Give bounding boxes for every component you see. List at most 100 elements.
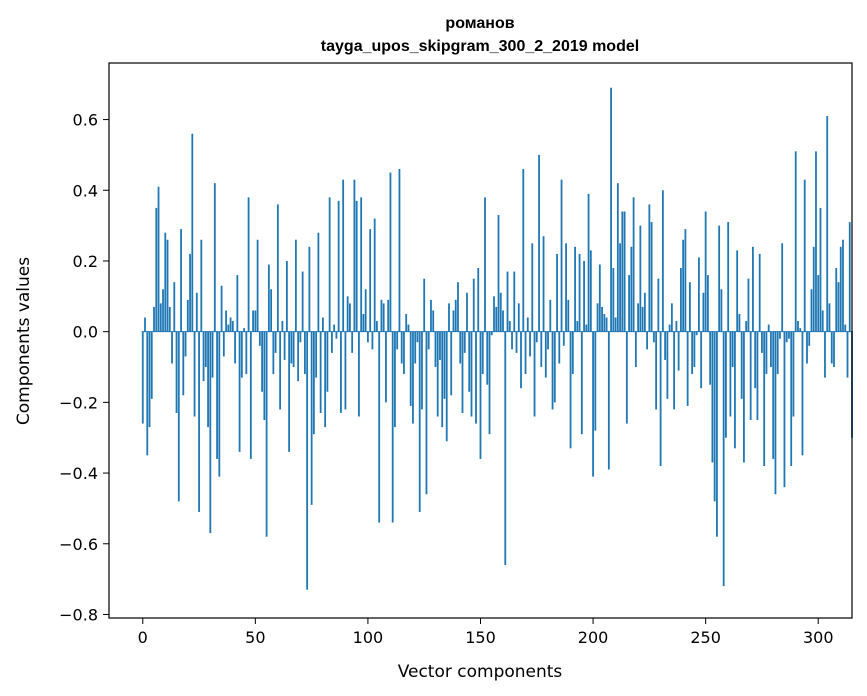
bar: [592, 331, 594, 477]
bar: [294, 239, 297, 332]
bar: [225, 310, 227, 332]
bar: [414, 331, 417, 364]
bar: [234, 331, 236, 364]
bar: [848, 222, 851, 332]
bar: [168, 306, 171, 332]
bar: [623, 211, 626, 332]
bar: [231, 321, 234, 332]
bar: [490, 331, 493, 336]
bar: [515, 331, 518, 353]
bar: [828, 303, 831, 332]
bar: [585, 324, 588, 332]
bar: [594, 331, 597, 431]
bar: [267, 264, 270, 332]
bar: [436, 331, 439, 417]
bar: [772, 331, 775, 459]
bar: [538, 154, 540, 332]
bar: [400, 331, 403, 364]
bar: [556, 253, 558, 332]
bar: [333, 324, 336, 332]
bar: [745, 321, 748, 332]
x-tick-label: 200: [578, 628, 609, 647]
bar: [209, 331, 212, 534]
bar: [441, 331, 444, 428]
bar: [391, 331, 394, 523]
bar: [450, 331, 453, 396]
bar: [452, 310, 455, 332]
bar: [670, 303, 673, 332]
bar: [261, 331, 263, 392]
bar: [164, 232, 167, 332]
bar: [747, 278, 750, 332]
bar: [707, 275, 709, 332]
bar: [803, 179, 806, 332]
bar: [661, 190, 664, 332]
x-tick-label: 300: [803, 628, 834, 647]
bar: [445, 331, 448, 442]
bar: [254, 310, 257, 332]
bar: [448, 303, 450, 332]
bar: [486, 331, 489, 385]
bar: [454, 299, 457, 332]
bar: [788, 331, 790, 339]
bar: [432, 310, 435, 332]
bar: [736, 250, 739, 332]
bar: [475, 331, 477, 424]
bar: [734, 331, 736, 449]
bar: [601, 306, 603, 332]
bar: [335, 331, 338, 339]
bar: [810, 289, 813, 332]
y-tick-label: −0.2: [59, 393, 98, 412]
bar: [819, 207, 822, 332]
bar: [301, 271, 304, 332]
bar: [497, 215, 500, 332]
bar: [797, 321, 799, 332]
bar: [331, 331, 333, 353]
bar: [367, 331, 369, 343]
bar: [817, 275, 820, 332]
x-axis-ticks: 0 50 100 150 200 250 300: [138, 618, 834, 647]
bar: [360, 197, 363, 332]
bar: [412, 331, 414, 424]
bar: [709, 331, 712, 385]
bar: [466, 292, 468, 332]
bar: [587, 193, 590, 332]
bar: [758, 253, 761, 332]
bar: [382, 303, 385, 332]
bar: [292, 331, 295, 368]
bar: [666, 331, 669, 399]
bar: [459, 331, 462, 364]
bar: [713, 331, 716, 502]
bar: [220, 285, 223, 332]
bar: [236, 275, 239, 332]
bar: [328, 197, 331, 332]
bar: [369, 229, 372, 332]
bar: [407, 324, 410, 332]
bar: [421, 331, 423, 410]
bar: [664, 331, 667, 360]
bar: [198, 331, 200, 512]
bar: [693, 331, 696, 368]
bar: [484, 197, 486, 332]
bar: [621, 211, 624, 332]
bar: [839, 246, 842, 332]
bar: [731, 331, 734, 368]
bar: [229, 317, 232, 332]
bar: [646, 331, 649, 350]
bar: [652, 331, 655, 343]
bar: [463, 331, 466, 353]
bar: [425, 331, 428, 495]
bar: [844, 324, 847, 332]
bar: [216, 331, 218, 459]
bar: [704, 211, 707, 332]
bar: [655, 331, 658, 410]
bar: [272, 331, 275, 375]
bar: [657, 278, 660, 332]
bar: [738, 313, 741, 332]
bar: [783, 331, 786, 488]
bar: [619, 243, 621, 332]
y-axis-label: Components values: [14, 257, 34, 425]
bar: [470, 331, 473, 417]
bar: [175, 331, 178, 413]
